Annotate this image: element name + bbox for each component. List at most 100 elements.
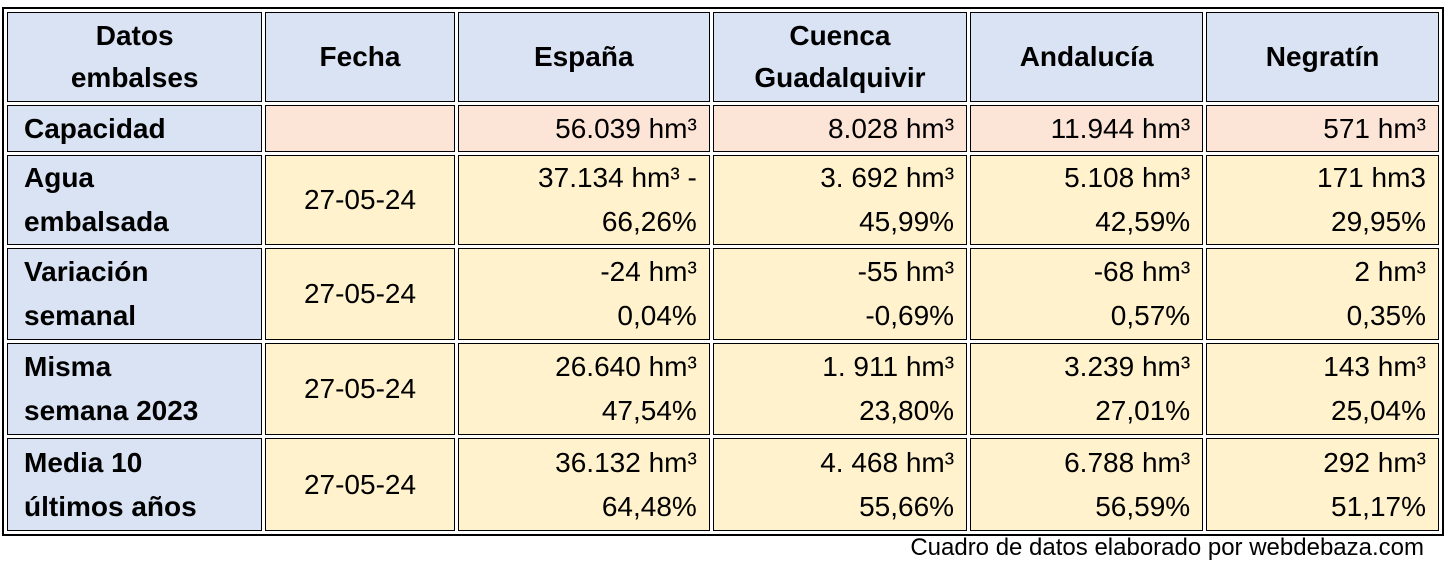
cell-text: Variación <box>24 256 149 287</box>
cell-text: 27-05-24 <box>303 468 417 500</box>
value-cell: 26.640 hm³ 47,54% <box>457 343 710 435</box>
cell-text: embalses <box>70 62 199 93</box>
cell-text: 143 hm³ <box>1323 351 1426 382</box>
cell-text: Datos <box>95 20 174 51</box>
cell-text: 27-05-24 <box>303 373 417 404</box>
cell-text: Andalucía <box>1019 41 1154 72</box>
cell-text: 5.108 hm³ <box>1064 162 1191 193</box>
cell-text: 2 hm³ <box>1354 256 1426 287</box>
value-cell: 8.028 hm³ <box>712 105 968 152</box>
data-row: Misma semana 2023 27-05-24 26.640 hm³ 47,54%… <box>7 343 1439 435</box>
value-cell: -24 hm³ 0,04% <box>457 248 710 340</box>
header-cell: Datos embalses <box>7 12 263 102</box>
value-cell: 11.944 hm³ <box>970 105 1204 152</box>
value-cell: 36.132 hm³ 64,48% <box>457 438 710 531</box>
cell-text: semanal <box>24 300 137 331</box>
cell-text: Misma <box>24 351 112 382</box>
cell-text: Fecha <box>319 41 401 72</box>
cell-text: -0,69% <box>865 300 955 331</box>
header-cell: Andalucía <box>970 12 1204 102</box>
cell-text: 47,54% <box>601 395 697 426</box>
cell-text: -68 hm³ <box>1093 256 1191 287</box>
cell-text: 25,04% <box>1331 395 1426 426</box>
cell-text: 45,99% <box>859 206 955 237</box>
cell-text: Negratín <box>1265 41 1380 72</box>
cell-text: 27-05-24 <box>303 278 417 309</box>
table-body: Datos embalses Fecha España Cuenca Guadalquiv… <box>7 12 1439 531</box>
value-cell: 571 hm³ <box>1206 105 1439 152</box>
data-row: Variación semanal 27-05-24 -24 hm³ 0,04% -55 … <box>7 248 1439 340</box>
value-cell: 2 hm³ 0,35% <box>1206 248 1439 340</box>
value-cell: 37.134 hm³ - 66,26% <box>457 155 710 245</box>
cell-text: semana 2023 <box>24 395 199 426</box>
cell-text: 0,57% <box>1110 300 1191 331</box>
cell-text: 3.239 hm³ <box>1064 351 1191 382</box>
cell-text: 55,66% <box>859 490 955 522</box>
cell-text: 292 hm³ <box>1323 446 1426 478</box>
cell-text: embalsada <box>24 206 169 237</box>
cell-text: 37.134 hm³ - <box>538 162 697 193</box>
row-label: Variación semanal <box>7 248 263 340</box>
cell-text: 29,95% <box>1331 206 1426 237</box>
cell-text: España <box>533 41 634 72</box>
row-label: Agua embalsada <box>7 155 263 245</box>
header-row: Datos embalses Fecha España Cuenca Guadalquiv… <box>7 12 1439 102</box>
value-cell: 3. 692 hm³ 45,99% <box>712 155 968 245</box>
cell-text: -55 hm³ <box>857 256 955 287</box>
cell-text: 571 hm³ <box>1323 112 1426 144</box>
cell-text: 42,59% <box>1095 206 1191 237</box>
footer-note: Cuadro de datos elaborado por webdebaza.… <box>910 534 1424 561</box>
header-cell: España <box>457 12 710 102</box>
value-cell: 1. 911 hm³ 23,80% <box>712 343 968 435</box>
value-cell: 171 hm3 29,95% <box>1206 155 1439 245</box>
cell-text: 4. 468 hm³ <box>820 446 955 478</box>
header-cell: Fecha <box>265 12 455 102</box>
cell-text: 36.132 hm³ <box>555 446 697 478</box>
cell-text: 51,17% <box>1331 490 1426 522</box>
data-row: Media 10 últimos años 27-05-24 36.132 hm³ 64… <box>7 438 1439 531</box>
cell-text: 23,80% <box>859 395 955 426</box>
cell-text: Cuenca <box>789 20 891 51</box>
cell-text: 171 hm3 <box>1317 162 1426 193</box>
row-label: Media 10 últimos años <box>7 438 263 531</box>
cell-text: 11.944 hm³ <box>1050 112 1191 144</box>
cell-text: Capacidad <box>24 112 166 144</box>
data-row: Agua embalsada 27-05-24 37.134 hm³ -66,26% 3… <box>7 155 1439 245</box>
row-label: Capacidad <box>7 105 263 152</box>
cell-text: 1. 911 hm³ <box>822 351 955 382</box>
cell-text: Media 10 <box>24 446 143 478</box>
value-cell: 292 hm³ 51,17% <box>1206 438 1439 531</box>
reservoir-table: Datos embalses Fecha España Cuenca Guadalquiv… <box>2 7 1444 536</box>
cell-text: Guadalquivir <box>754 62 926 93</box>
cell-text: 0,35% <box>1346 300 1426 331</box>
value-cell: 56.039 hm³ <box>457 105 710 152</box>
cell-text: Agua <box>24 162 94 193</box>
value-cell: 143 hm³ 25,04% <box>1206 343 1439 435</box>
cell-text: 0,04% <box>617 300 697 331</box>
date-cell: 27-05-24 <box>265 155 455 245</box>
cell-text: 8.028 hm³ <box>827 112 955 144</box>
value-cell: 5.108 hm³ 42,59% <box>970 155 1204 245</box>
data-row: Capacidad 56.039 hm³ 8.028 hm³ 11.944 hm³ 57… <box>7 105 1439 152</box>
date-cell: 27-05-24 <box>265 248 455 340</box>
value-cell: 4. 468 hm³ 55,66% <box>712 438 968 531</box>
value-cell: 3.239 hm³ 27,01% <box>970 343 1204 435</box>
cell-text: 66,26% <box>601 206 697 237</box>
cell-text: 3. 692 hm³ <box>820 162 955 193</box>
header-cell: Cuenca Guadalquivir <box>712 12 968 102</box>
row-label: Misma semana 2023 <box>7 343 263 435</box>
date-cell: 27-05-24 <box>265 343 455 435</box>
date-cell: 27-05-24 <box>265 438 455 531</box>
cell-text: 27,01% <box>1095 395 1191 426</box>
cell-text: 26.640 hm³ <box>555 351 697 382</box>
cell-text: 64,48% <box>601 490 697 522</box>
cell-text: 27-05-24 <box>303 184 417 215</box>
cell-text: 56.039 hm³ <box>555 112 697 144</box>
value-cell: 6.788 hm³ 56,59% <box>970 438 1204 531</box>
value-cell: -68 hm³ 0,57% <box>970 248 1204 340</box>
header-cell: Negratín <box>1206 12 1439 102</box>
cell-text: 56,59% <box>1095 490 1191 522</box>
cell-text: -24 hm³ <box>600 256 697 287</box>
cell-text: 6.788 hm³ <box>1064 446 1191 478</box>
